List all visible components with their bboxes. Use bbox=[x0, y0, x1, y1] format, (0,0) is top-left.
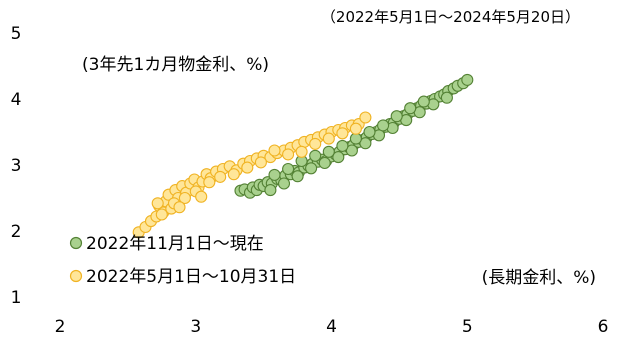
y-axis-label: (3年先1カ月物金利、%) bbox=[82, 55, 269, 75]
scatter-point-series-1 bbox=[363, 125, 376, 139]
scatter-point-series-2 bbox=[203, 176, 216, 189]
x-tick-label: 3 bbox=[190, 317, 201, 337]
scatter-point-series-2 bbox=[309, 137, 322, 150]
scatter-point-series-1 bbox=[345, 144, 358, 157]
scatter-point-series-1 bbox=[264, 184, 277, 197]
scatter-point-series-1 bbox=[291, 170, 304, 183]
points-layer bbox=[132, 73, 474, 239]
x-tick-label: 6 bbox=[598, 317, 609, 337]
scatter-point-series-1 bbox=[277, 177, 291, 190]
scatter-point-series-2 bbox=[295, 145, 308, 158]
scatter-point-series-1 bbox=[322, 145, 335, 158]
scatter-point-series-2 bbox=[241, 161, 254, 174]
x-tick-label: 5 bbox=[462, 317, 473, 337]
scatter-point-series-2 bbox=[173, 201, 186, 214]
x-axis-label: (長期金利、%) bbox=[482, 268, 596, 288]
scatter-point-series-2 bbox=[268, 144, 281, 157]
legend-marker-series-1 bbox=[69, 236, 83, 250]
scatter-point-series-2 bbox=[282, 148, 295, 161]
x-tick-label: 4 bbox=[326, 317, 337, 337]
scatter-point-series-1 bbox=[461, 73, 474, 86]
legend-item-series-1: 2022年11月1日～現在 bbox=[69, 234, 264, 254]
legend-item-series-2: 2022年5月1日～10月31日 bbox=[69, 267, 296, 287]
scatter-point-series-2 bbox=[151, 197, 164, 210]
scatter-point-series-1 bbox=[332, 151, 345, 164]
y-tick-label: 1 bbox=[11, 288, 22, 308]
text-layer: （2022年5月1日～2024年5月20日） (3年先1カ月物金利、%) (長期… bbox=[82, 8, 596, 288]
legend-label-series-2: 2022年5月1日～10月31日 bbox=[86, 267, 296, 287]
axes-layer: 2 3 4 5 6 1 2 3 4 5 bbox=[11, 24, 609, 337]
scatter-point-series-1 bbox=[440, 91, 453, 104]
scatter-point-series-2 bbox=[254, 156, 267, 169]
scatter-point-series-2 bbox=[322, 132, 335, 145]
scatter-point-series-1 bbox=[336, 139, 349, 152]
scatter-point-series-2 bbox=[359, 111, 372, 124]
scatter-point-series-2 bbox=[336, 127, 349, 140]
period-note: （2022年5月1日～2024年5月20日） bbox=[321, 8, 580, 26]
scatter-point-series-1 bbox=[282, 162, 295, 176]
scatter-point-series-2 bbox=[227, 168, 240, 181]
scatter-point-series-1 bbox=[349, 132, 362, 145]
scatter-point-series-2 bbox=[178, 191, 191, 205]
scatter-point-series-2 bbox=[155, 208, 168, 221]
y-tick-label: 2 bbox=[11, 222, 22, 242]
scatter-point-series-1 bbox=[305, 162, 318, 175]
scatter-point-series-2 bbox=[349, 122, 362, 135]
y-tick-label: 3 bbox=[11, 156, 22, 176]
scatter-point-series-1 bbox=[309, 149, 322, 162]
y-tick-label: 5 bbox=[11, 24, 22, 44]
legend-label-series-1: 2022年11月1日～現在 bbox=[86, 234, 264, 254]
scatter-point-series-1 bbox=[404, 102, 417, 115]
scatter-point-series-2 bbox=[195, 190, 208, 203]
legend: 2022年11月1日～現在 2022年5月1日～10月31日 bbox=[69, 234, 296, 287]
scatter-point-series-1 bbox=[377, 119, 390, 132]
y-tick-label: 4 bbox=[11, 90, 22, 110]
scatter-point-series-1 bbox=[417, 95, 430, 108]
scatter-point-series-1 bbox=[359, 137, 372, 150]
scatter-point-series-1 bbox=[318, 156, 331, 170]
scatter-point-series-1 bbox=[268, 168, 281, 181]
scatter-point-series-1 bbox=[390, 110, 403, 123]
x-tick-label: 2 bbox=[55, 317, 66, 337]
legend-marker-series-2 bbox=[69, 269, 83, 283]
scatter-point-series-2 bbox=[214, 170, 227, 183]
